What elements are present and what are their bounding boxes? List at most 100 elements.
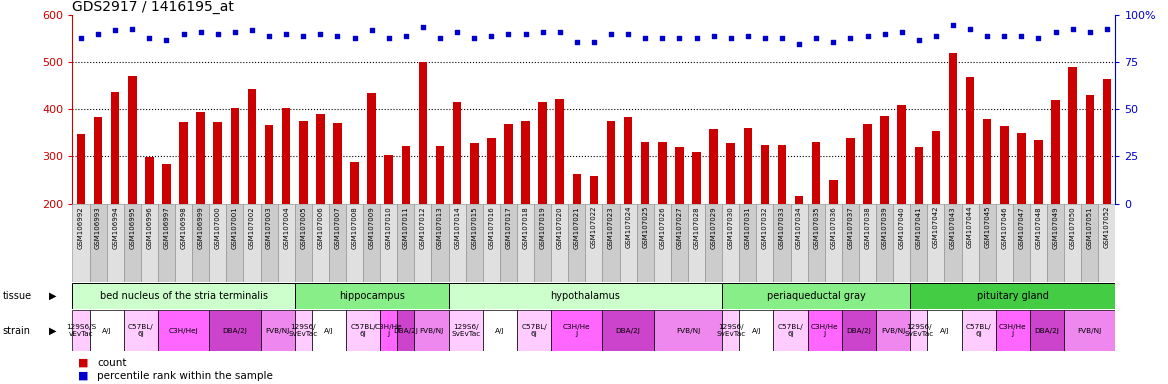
Text: GSM106998: GSM106998 bbox=[181, 206, 187, 248]
Text: A/J: A/J bbox=[324, 328, 334, 334]
Text: GSM107039: GSM107039 bbox=[882, 206, 888, 248]
Text: C57BL/
6J: C57BL/ 6J bbox=[128, 324, 154, 337]
Text: tissue: tissue bbox=[2, 291, 32, 301]
Text: pituitary gland: pituitary gland bbox=[976, 291, 1049, 301]
Bar bbox=[1064, 204, 1082, 282]
Text: GSM107046: GSM107046 bbox=[1001, 206, 1007, 248]
Bar bbox=[363, 204, 381, 282]
Text: GSM106997: GSM106997 bbox=[164, 206, 169, 248]
Point bbox=[158, 37, 176, 43]
Bar bbox=[585, 204, 603, 282]
Text: GSM107021: GSM107021 bbox=[573, 206, 579, 248]
Bar bbox=[966, 76, 974, 204]
Bar bbox=[688, 204, 705, 282]
Text: GSM107049: GSM107049 bbox=[1052, 206, 1058, 248]
Bar bbox=[705, 204, 722, 282]
Point bbox=[396, 33, 415, 39]
Bar bbox=[739, 204, 757, 282]
Text: ▶: ▶ bbox=[49, 291, 56, 301]
Text: A/J: A/J bbox=[751, 328, 762, 334]
Bar bbox=[603, 310, 654, 351]
Text: GSM107034: GSM107034 bbox=[797, 206, 802, 248]
Bar bbox=[209, 204, 227, 282]
Point bbox=[413, 23, 432, 30]
Text: GSM107029: GSM107029 bbox=[710, 206, 717, 248]
Bar bbox=[739, 310, 773, 351]
Text: bed nucleus of the stria terminalis: bed nucleus of the stria terminalis bbox=[99, 291, 267, 301]
Text: C57BL/
6J: C57BL/ 6J bbox=[966, 324, 992, 337]
Text: A/J: A/J bbox=[939, 328, 950, 334]
Text: GSM107001: GSM107001 bbox=[232, 206, 238, 248]
Point bbox=[123, 25, 141, 31]
Point bbox=[756, 35, 774, 41]
Bar bbox=[658, 142, 667, 204]
Text: GSM107008: GSM107008 bbox=[352, 206, 357, 248]
Text: FVB/NJ: FVB/NJ bbox=[881, 328, 905, 334]
Point bbox=[447, 29, 466, 35]
Text: C57BL/
6J: C57BL/ 6J bbox=[350, 324, 376, 337]
Bar bbox=[1069, 67, 1077, 204]
Bar bbox=[807, 204, 825, 282]
Bar bbox=[418, 62, 427, 204]
Bar bbox=[128, 76, 137, 204]
Point bbox=[670, 35, 689, 41]
Text: DBA/2J: DBA/2J bbox=[1035, 328, 1059, 334]
Point bbox=[773, 35, 792, 41]
Bar bbox=[346, 310, 381, 351]
Text: 129S6/
SvEvTac: 129S6/ SvEvTac bbox=[716, 324, 745, 337]
Text: FVB/NJ: FVB/NJ bbox=[1078, 328, 1101, 334]
Text: FVB/NJ: FVB/NJ bbox=[676, 328, 700, 334]
Bar bbox=[881, 116, 889, 204]
Text: GSM107014: GSM107014 bbox=[454, 206, 460, 248]
Bar bbox=[637, 204, 654, 282]
Bar bbox=[294, 283, 449, 309]
Bar bbox=[876, 204, 894, 282]
Text: ■: ■ bbox=[78, 371, 89, 381]
Point bbox=[311, 31, 329, 37]
Text: GSM107013: GSM107013 bbox=[437, 206, 443, 248]
Bar bbox=[846, 138, 855, 204]
Bar bbox=[487, 138, 495, 204]
Text: GSM107012: GSM107012 bbox=[420, 206, 426, 248]
Text: C3H/He
J: C3H/He J bbox=[811, 324, 839, 337]
Text: GSM107052: GSM107052 bbox=[1104, 206, 1110, 248]
Text: A/J: A/J bbox=[102, 328, 111, 334]
Bar bbox=[106, 204, 124, 282]
Bar bbox=[521, 121, 530, 204]
Point bbox=[722, 35, 741, 41]
Bar bbox=[397, 310, 415, 351]
Text: GSM107028: GSM107028 bbox=[694, 206, 700, 248]
Bar bbox=[243, 204, 260, 282]
Text: GSM107033: GSM107033 bbox=[779, 206, 785, 248]
Bar bbox=[77, 134, 85, 204]
Text: GSM107041: GSM107041 bbox=[916, 206, 922, 248]
Bar bbox=[590, 176, 598, 204]
Text: GSM107007: GSM107007 bbox=[334, 206, 340, 248]
Point bbox=[926, 33, 945, 39]
Point bbox=[380, 35, 398, 41]
Text: GSM107045: GSM107045 bbox=[985, 206, 990, 248]
Point bbox=[465, 35, 484, 41]
Point bbox=[619, 31, 638, 37]
Bar bbox=[368, 93, 376, 204]
Point bbox=[516, 31, 535, 37]
Point bbox=[995, 33, 1014, 39]
Bar bbox=[260, 204, 278, 282]
Text: C3H/He
J: C3H/He J bbox=[563, 324, 591, 337]
Bar bbox=[983, 119, 992, 204]
Bar bbox=[556, 99, 564, 204]
Bar bbox=[927, 310, 961, 351]
Point bbox=[961, 25, 980, 31]
Bar bbox=[72, 204, 90, 282]
Bar bbox=[619, 204, 637, 282]
Bar bbox=[538, 103, 547, 204]
Bar bbox=[158, 310, 209, 351]
Point bbox=[208, 31, 227, 37]
Text: count: count bbox=[97, 358, 126, 368]
Point bbox=[858, 33, 877, 39]
Bar bbox=[572, 174, 582, 204]
Bar bbox=[436, 146, 444, 204]
Bar bbox=[1082, 204, 1098, 282]
Bar bbox=[961, 310, 996, 351]
Bar bbox=[624, 118, 632, 204]
